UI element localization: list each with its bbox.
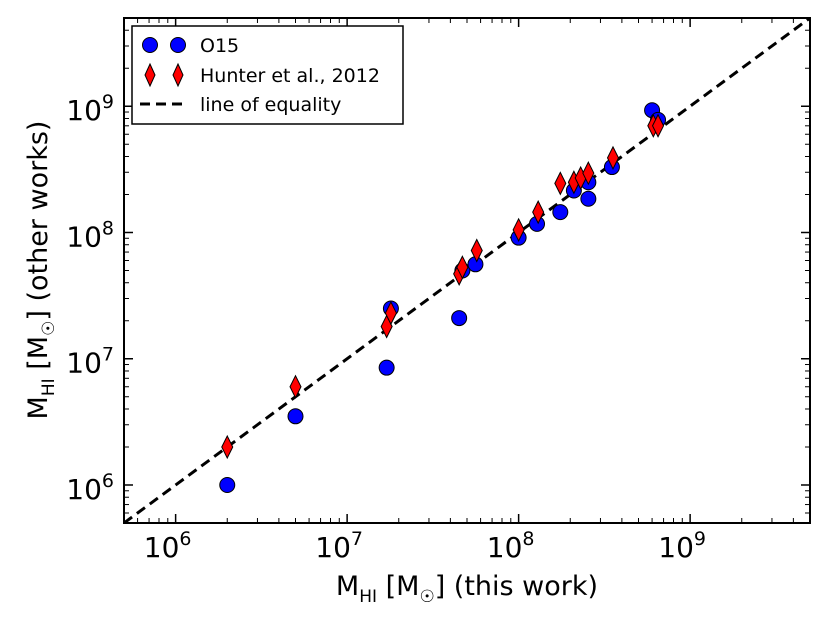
x-tick-label: 107 (315, 528, 363, 564)
x-tick-labels: 106 107 108 109 (144, 528, 706, 564)
x-tick-label: 108 (487, 528, 535, 564)
x-tick-label: 106 (144, 528, 192, 564)
y-tick-labels: 106 107 108 109 (66, 91, 114, 506)
data-marks (219, 102, 667, 493)
legend-label-hunter: Hunter et al., 2012 (200, 65, 380, 87)
o15-point (552, 204, 569, 221)
hunter-point (470, 238, 483, 263)
legend-entry-o15: O15 (142, 35, 239, 57)
hunter-point (221, 434, 234, 460)
legend-marker-diamond (172, 62, 184, 88)
y-tick-label: 106 (66, 470, 114, 506)
hunter-point (651, 113, 665, 138)
legend: O15 Hunter et al., 2012 line of equality (131, 25, 404, 125)
hunter-point (289, 374, 302, 399)
y-tick-label: 109 (66, 91, 114, 127)
plot-frame (123, 17, 811, 524)
legend-marker-circle (170, 37, 186, 53)
hunter-point (582, 161, 595, 186)
x-axis-label: MHI [M☉] (this work) (336, 571, 598, 607)
o15-point (580, 190, 597, 207)
hunter-point (554, 171, 567, 196)
y-tick-label: 108 (66, 217, 114, 253)
hunter-point (456, 255, 469, 280)
o15-point (378, 359, 395, 376)
y-axis-label: MHI [M☉] (other works) (23, 121, 59, 420)
legend-entry-hunter: Hunter et al., 2012 (144, 62, 380, 88)
legend-marker-diamond (144, 62, 156, 88)
legend-marker-circle (142, 37, 158, 53)
legend-label-equality: line of equality (200, 94, 341, 116)
hunter-point (606, 145, 620, 170)
o15-point (219, 476, 236, 493)
o15-point (287, 408, 304, 425)
hunter-point (512, 217, 525, 242)
hunter-point (384, 300, 397, 326)
legend-label-o15: O15 (200, 35, 239, 57)
x-tick-label: 109 (658, 528, 706, 564)
hunter-point (532, 200, 545, 225)
y-tick-label: 107 (66, 344, 114, 380)
legend-entry-equality: line of equality (140, 94, 341, 116)
o15-point (451, 310, 468, 327)
